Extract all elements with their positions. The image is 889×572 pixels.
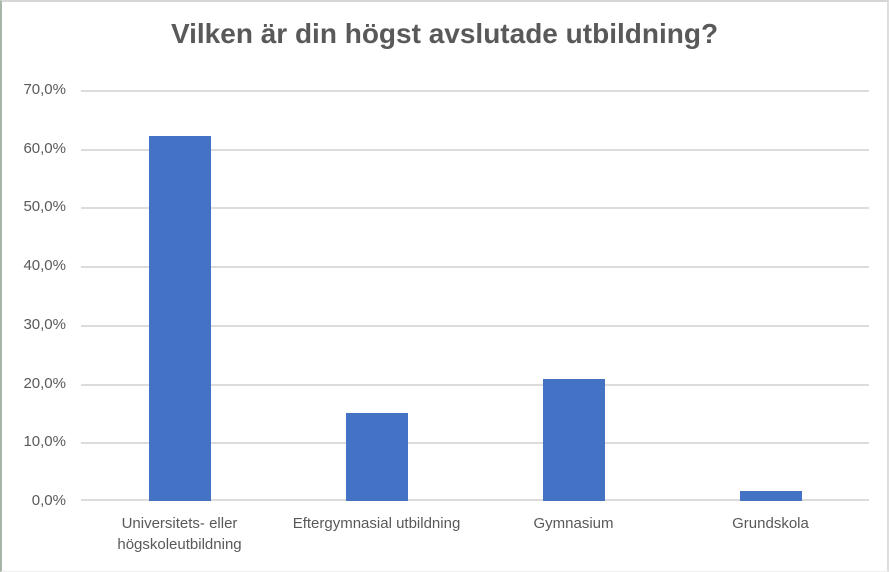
gridline bbox=[81, 324, 869, 327]
gridline bbox=[81, 148, 869, 151]
gridline bbox=[81, 442, 869, 445]
gridline bbox=[81, 207, 869, 210]
x-axis-category-label: Eftergymnasial utbildning bbox=[292, 515, 461, 532]
y-axis-tick-label: 60,0% bbox=[23, 139, 66, 157]
gridline bbox=[81, 499, 869, 501]
y-axis-tick-label: 70,0% bbox=[23, 81, 66, 98]
x-axis-category-label: Universitets- eller högskoleutbildning bbox=[117, 515, 242, 553]
plot-area bbox=[81, 90, 869, 501]
bar-2 bbox=[345, 412, 408, 501]
gridline bbox=[81, 266, 869, 269]
y-axis-tick-label: 0,0% bbox=[31, 492, 66, 509]
bar-1 bbox=[148, 136, 211, 501]
y-axis-tick-label: 20,0% bbox=[23, 374, 66, 392]
gridline bbox=[81, 383, 869, 386]
y-axis-tick-label: 10,0% bbox=[23, 433, 66, 451]
x-axis-category-label: Grundskola bbox=[732, 515, 809, 532]
chart-title: Vilken är din högst avslutade utbildning… bbox=[170, 18, 719, 49]
y-axis-tick-label: 40,0% bbox=[23, 257, 66, 275]
bar-3 bbox=[542, 379, 605, 501]
gridline bbox=[81, 90, 869, 92]
x-axis-category-label: Gymnasium bbox=[533, 515, 614, 532]
y-axis-tick-label: 50,0% bbox=[23, 198, 66, 216]
bar-4 bbox=[739, 491, 802, 501]
y-axis-tick-label: 30,0% bbox=[23, 315, 66, 333]
